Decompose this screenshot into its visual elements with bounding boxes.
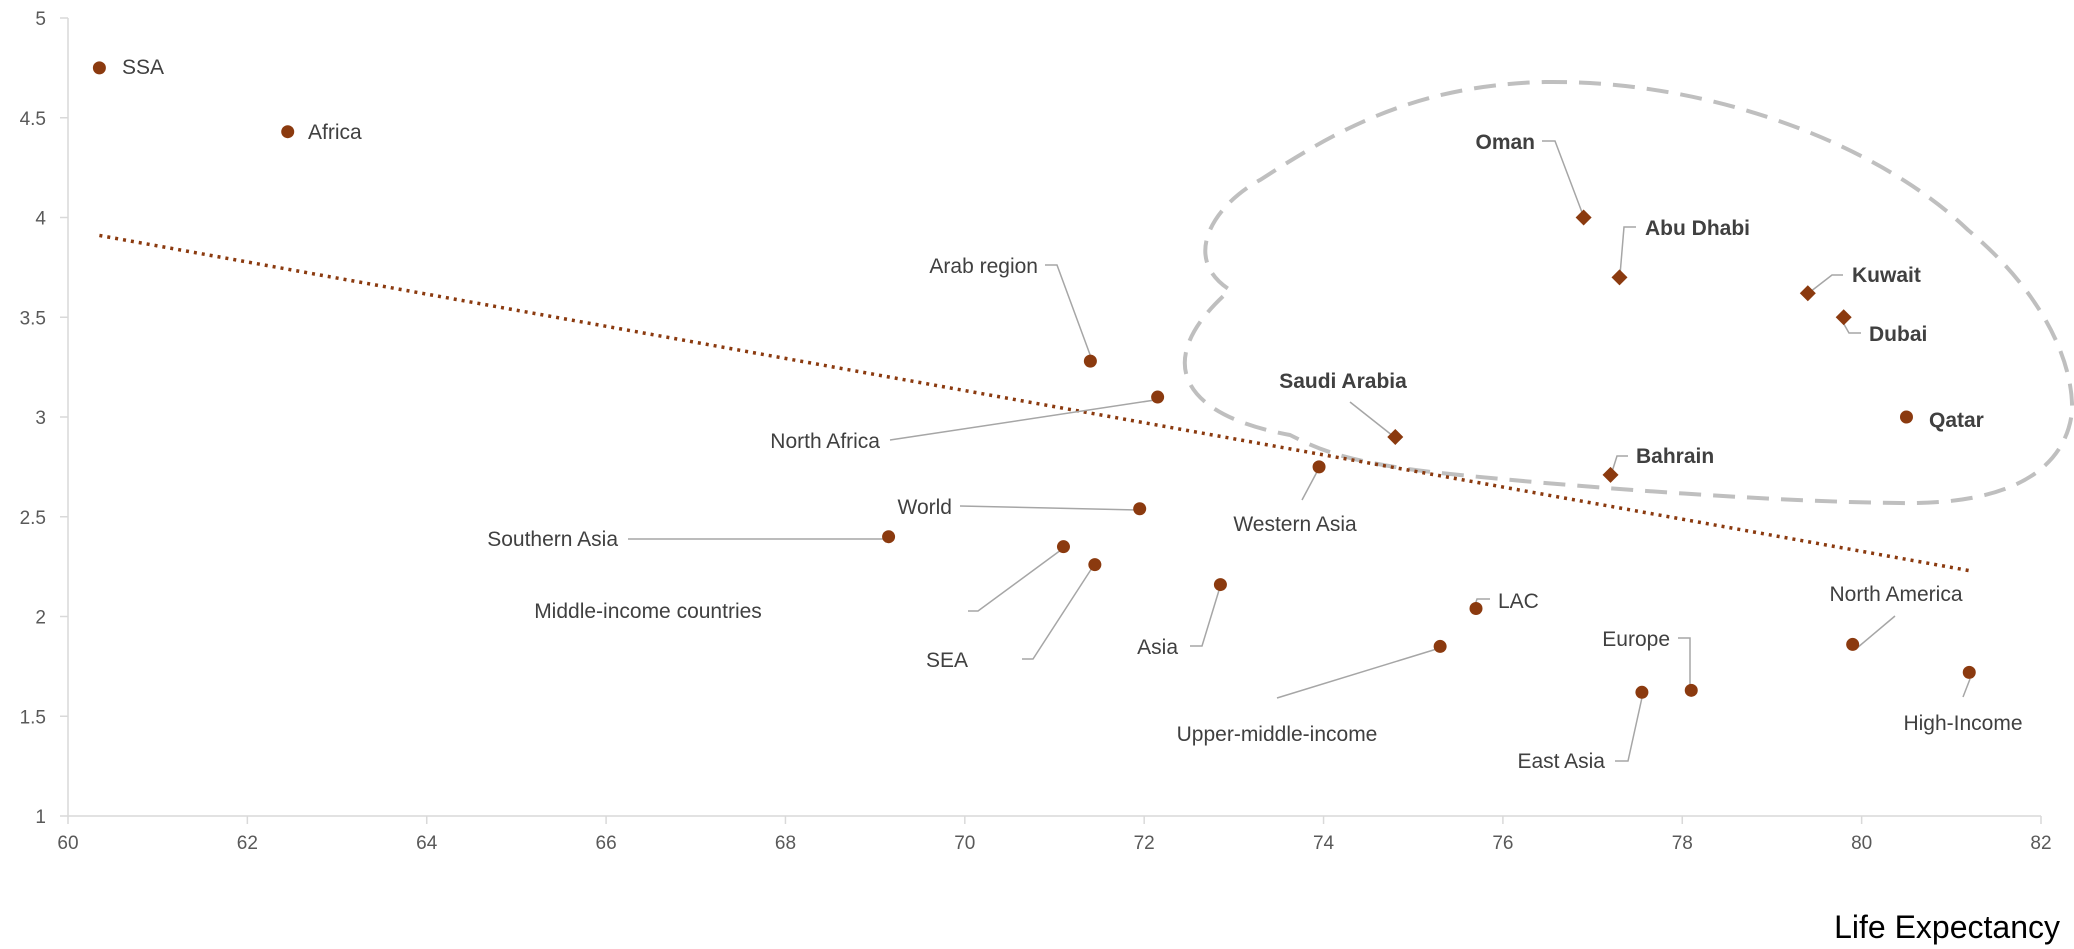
marker-sea <box>1088 558 1102 572</box>
label-middle-income-countries: Middle-income countries <box>534 600 762 623</box>
x-tick-label: 82 <box>2030 833 2051 854</box>
marker-kuwait <box>1799 285 1816 302</box>
x-tick-label: 62 <box>237 833 258 854</box>
marker-high-income <box>1962 665 1976 679</box>
marker-western-asia <box>1312 460 1326 474</box>
marker-asia <box>1213 578 1227 592</box>
label-ssa: SSA <box>122 56 164 79</box>
label-western-asia: Western Asia <box>1233 513 1357 536</box>
label-lac: LAC <box>1498 590 1539 613</box>
leader-europe <box>1678 637 1691 690</box>
marker-southern-asia <box>882 530 896 544</box>
y-tick-label: 3.5 <box>20 308 46 329</box>
label-saudi-arabia: Saudi Arabia <box>1279 370 1407 393</box>
leader-east-asia <box>1615 692 1644 762</box>
marker-north-america <box>1846 637 1860 651</box>
leader-saudi-arabia <box>1349 401 1394 437</box>
x-tick-label: 64 <box>416 833 438 854</box>
x-tick-label: 66 <box>596 833 617 854</box>
marker-oman <box>1575 209 1592 226</box>
leader-world <box>959 505 1139 511</box>
trendline <box>99 233 1970 573</box>
leader-north-america <box>1856 615 1896 649</box>
marker-lac <box>1469 602 1483 616</box>
label-world: World <box>898 496 952 519</box>
marker-europe <box>1684 683 1698 697</box>
point-labels: SSA Africa Arab region North Africa Western … <box>122 56 2023 773</box>
label-north-america: North America <box>1829 583 1962 606</box>
label-africa: Africa <box>308 121 362 144</box>
label-high-income: High-Income <box>1903 712 2022 735</box>
marker-world <box>1133 502 1147 516</box>
x-axis-title: Life Expectancy <box>1834 909 2060 945</box>
x-tick-label: 80 <box>1851 833 1872 854</box>
y-tick-label: 2.5 <box>20 508 46 529</box>
y-tick-label: 4.5 <box>20 109 46 130</box>
label-southern-asia: Southern Asia <box>487 528 618 551</box>
leader-oman <box>1542 140 1584 216</box>
marker-middle-income-countries <box>1056 540 1070 554</box>
label-upper-middle-income: Upper-middle-income <box>1177 723 1378 746</box>
x-tick-label: 76 <box>1492 833 1513 854</box>
leader-high-income <box>1962 678 1971 698</box>
x-tick-label: 68 <box>775 833 796 854</box>
x-tick-label: 70 <box>954 833 975 854</box>
y-tick-label: 3 <box>35 408 46 429</box>
leader-bahrain <box>1610 455 1628 476</box>
marker-upper-middle-income <box>1433 639 1447 653</box>
marker-abu-dhabi <box>1611 269 1628 286</box>
label-europe: Europe <box>1602 628 1670 651</box>
label-abu-dhabi: Abu Dhabi <box>1645 217 1750 240</box>
label-qatar: Qatar <box>1929 409 1984 432</box>
gulf-highlight-outline <box>1183 79 2074 506</box>
x-tick-label: 72 <box>1134 833 1155 854</box>
marker-ssa <box>92 61 106 75</box>
label-north-africa: North Africa <box>770 430 880 453</box>
label-bahrain: Bahrain <box>1636 445 1714 468</box>
data-markers <box>92 61 1976 699</box>
leader-upper-middle-income <box>1276 647 1441 699</box>
leader-arab-region <box>1045 264 1093 361</box>
leader-western-asia <box>1301 469 1319 501</box>
marker-africa <box>281 125 295 139</box>
label-oman: Oman <box>1475 131 1535 154</box>
label-asia: Asia <box>1137 636 1178 659</box>
label-arab-region: Arab region <box>929 255 1038 278</box>
leader-sea <box>1022 567 1093 660</box>
leader-asia <box>1190 586 1221 647</box>
leader-north-africa <box>889 399 1156 441</box>
label-dubai: Dubai <box>1869 323 1927 346</box>
label-sea: SEA <box>926 649 968 672</box>
leader-middle-income-countries <box>968 546 1066 612</box>
y-tick-label: 5 <box>35 9 46 30</box>
y-tick-label: 2 <box>35 608 46 629</box>
y-tick-label: 1 <box>35 807 46 828</box>
marker-bahrain <box>1602 466 1619 483</box>
marker-qatar <box>1899 410 1913 424</box>
y-tick-label: 1.5 <box>20 707 46 728</box>
axes: 60 62 64 66 68 70 72 74 76 78 80 82 1 1.5 2 2.5 3 3.5 4 4.5… <box>20 9 2052 854</box>
label-east-asia: East Asia <box>1517 750 1605 773</box>
x-tick-label: 60 <box>57 833 78 854</box>
marker-arab-region <box>1083 354 1097 368</box>
x-tick-label: 78 <box>1672 833 1693 854</box>
marker-east-asia <box>1635 685 1649 699</box>
label-kuwait: Kuwait <box>1852 264 1921 287</box>
leader-kuwait <box>1809 274 1843 293</box>
marker-dubai <box>1835 309 1852 326</box>
marker-saudi-arabia <box>1387 428 1404 445</box>
x-tick-label: 74 <box>1313 833 1335 854</box>
y-tick-label: 4 <box>35 209 46 230</box>
marker-north-africa <box>1151 390 1165 404</box>
leader-abu-dhabi <box>1619 226 1636 276</box>
